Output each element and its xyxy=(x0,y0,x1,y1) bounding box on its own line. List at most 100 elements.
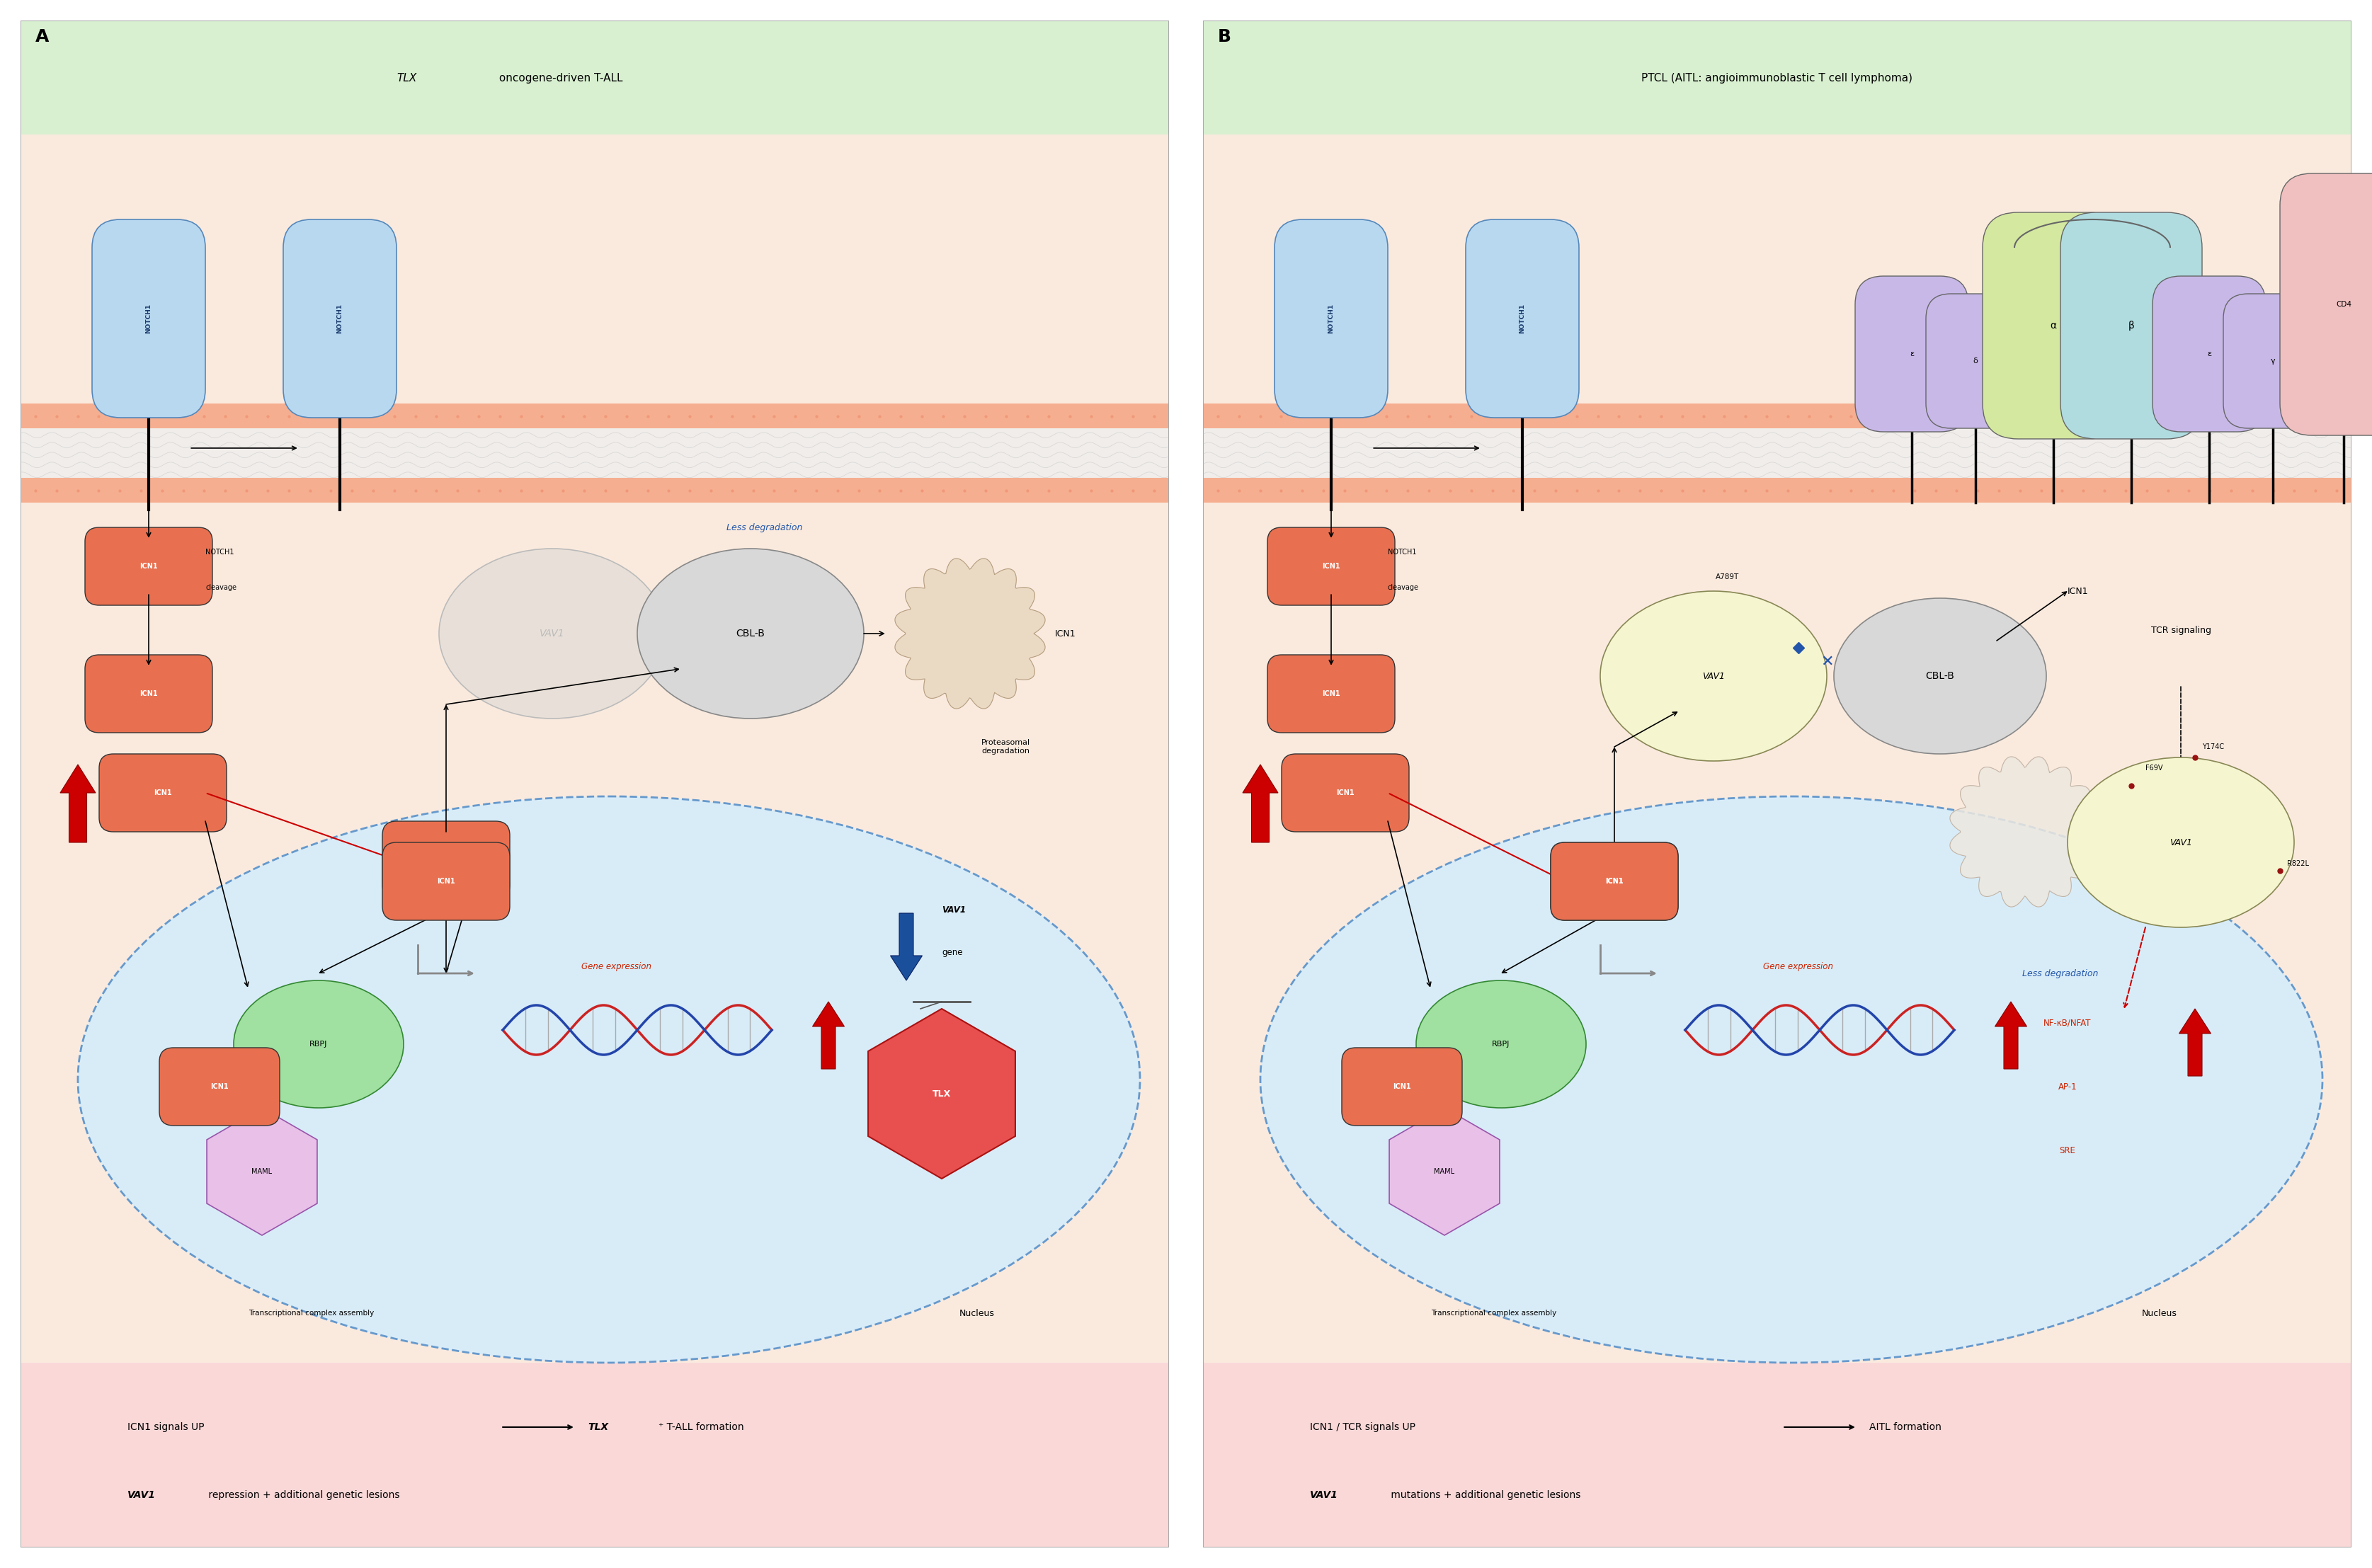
Bar xyxy=(1203,428,2351,478)
Text: R822L: R822L xyxy=(2287,861,2308,867)
Text: PTCL (AITL: angioimmunoblastic T cell lymphoma): PTCL (AITL: angioimmunoblastic T cell ly… xyxy=(1641,72,1912,83)
FancyBboxPatch shape xyxy=(382,842,510,920)
Text: δ: δ xyxy=(1974,358,1978,365)
Bar xyxy=(1203,135,2351,1363)
FancyArrowPatch shape xyxy=(2123,927,2144,1007)
FancyArrowPatch shape xyxy=(1501,909,1615,972)
Text: NOTCH1: NOTCH1 xyxy=(1388,549,1416,555)
Polygon shape xyxy=(894,558,1046,709)
FancyBboxPatch shape xyxy=(1281,754,1409,831)
Text: Less degradation: Less degradation xyxy=(2023,969,2099,978)
Text: ICN1: ICN1 xyxy=(436,878,455,884)
Text: Gene expression: Gene expression xyxy=(1762,961,1834,971)
Text: γ: γ xyxy=(2270,358,2275,365)
FancyBboxPatch shape xyxy=(2061,212,2201,439)
FancyBboxPatch shape xyxy=(1267,527,1395,605)
Text: ICN1: ICN1 xyxy=(154,789,171,797)
FancyBboxPatch shape xyxy=(85,527,213,605)
Text: Proteasomal
degradation: Proteasomal degradation xyxy=(982,739,1029,754)
FancyArrowPatch shape xyxy=(1601,972,1656,975)
Ellipse shape xyxy=(235,980,403,1109)
Ellipse shape xyxy=(439,549,667,718)
Text: gene: gene xyxy=(942,947,963,956)
Text: RBPJ: RBPJ xyxy=(311,1041,327,1047)
Text: α: α xyxy=(2049,321,2057,331)
Text: CBL-B: CBL-B xyxy=(735,629,766,638)
FancyArrowPatch shape xyxy=(863,632,885,635)
Text: Transcriptional complex assembly: Transcriptional complex assembly xyxy=(249,1309,375,1317)
Text: β: β xyxy=(2128,321,2135,331)
FancyArrowPatch shape xyxy=(1997,591,2066,641)
Text: Gene expression: Gene expression xyxy=(581,961,650,971)
FancyArrowPatch shape xyxy=(192,447,296,450)
FancyBboxPatch shape xyxy=(1855,276,1969,431)
Text: ICN1: ICN1 xyxy=(1392,1083,1411,1090)
Bar xyxy=(21,478,1169,503)
Text: ⁺ T-ALL formation: ⁺ T-ALL formation xyxy=(659,1422,745,1432)
Text: NOTCH1: NOTCH1 xyxy=(1328,304,1335,334)
Bar xyxy=(1203,478,2351,503)
Bar xyxy=(21,1363,1169,1546)
Text: MAML: MAML xyxy=(251,1168,273,1174)
Text: AITL formation: AITL formation xyxy=(1869,1422,1940,1432)
Text: CBL-B: CBL-B xyxy=(1926,671,1955,681)
Polygon shape xyxy=(2180,1008,2211,1076)
Text: TCR signaling: TCR signaling xyxy=(2151,626,2211,635)
Text: mutations + additional genetic lesions: mutations + additional genetic lesions xyxy=(1388,1490,1580,1501)
Text: Nucleus: Nucleus xyxy=(2142,1309,2177,1317)
Ellipse shape xyxy=(638,549,863,718)
FancyArrowPatch shape xyxy=(1373,447,1478,450)
Text: RBPJ: RBPJ xyxy=(1492,1041,1511,1047)
FancyBboxPatch shape xyxy=(2279,174,2372,436)
Text: Y174C: Y174C xyxy=(2201,743,2225,751)
Text: F69V: F69V xyxy=(2144,765,2163,771)
Bar xyxy=(21,22,1169,1546)
Bar xyxy=(1203,22,2351,135)
Polygon shape xyxy=(1950,757,2099,906)
Text: VAV1: VAV1 xyxy=(128,1490,157,1501)
FancyArrowPatch shape xyxy=(1613,855,1615,909)
Text: ICN1: ICN1 xyxy=(1321,563,1340,569)
Text: ICN1: ICN1 xyxy=(1606,878,1622,884)
Text: NOTCH1: NOTCH1 xyxy=(337,304,344,334)
FancyBboxPatch shape xyxy=(1466,220,1580,417)
Text: ε: ε xyxy=(2206,350,2211,358)
Text: TLX: TLX xyxy=(588,1422,607,1432)
FancyArrowPatch shape xyxy=(446,668,678,704)
Text: ICN1: ICN1 xyxy=(1606,878,1622,884)
Polygon shape xyxy=(59,765,95,842)
Text: ✕: ✕ xyxy=(1819,655,1834,670)
Bar xyxy=(1203,22,2351,1546)
Ellipse shape xyxy=(1260,797,2322,1363)
Text: VAV1: VAV1 xyxy=(942,905,965,914)
Text: ICN1: ICN1 xyxy=(1321,690,1340,698)
Text: repression + additional genetic lesions: repression + additional genetic lesions xyxy=(206,1490,401,1501)
FancyArrowPatch shape xyxy=(417,972,472,975)
Text: ICN1: ICN1 xyxy=(2068,586,2087,596)
FancyBboxPatch shape xyxy=(2223,293,2322,428)
Text: cleavage: cleavage xyxy=(1388,583,1418,591)
Text: B: B xyxy=(1217,28,1231,45)
Text: MAML: MAML xyxy=(1435,1168,1454,1174)
FancyBboxPatch shape xyxy=(1343,1047,1461,1126)
Text: NOTCH1: NOTCH1 xyxy=(1518,304,1525,334)
FancyArrowPatch shape xyxy=(1328,594,1333,665)
FancyBboxPatch shape xyxy=(1267,655,1395,732)
Text: Less degradation: Less degradation xyxy=(726,522,802,532)
Text: ICN1: ICN1 xyxy=(1335,789,1354,797)
Text: oncogene-driven T-ALL: oncogene-driven T-ALL xyxy=(496,72,624,83)
Ellipse shape xyxy=(1601,591,1826,760)
FancyArrowPatch shape xyxy=(147,503,152,536)
Text: VAV1: VAV1 xyxy=(1703,671,1724,681)
Polygon shape xyxy=(1995,1002,2026,1069)
Bar xyxy=(21,403,1169,428)
Text: Nucleus: Nucleus xyxy=(958,1309,994,1317)
Ellipse shape xyxy=(1834,597,2047,754)
Text: ICN1: ICN1 xyxy=(140,563,159,569)
Polygon shape xyxy=(1243,765,1279,842)
Bar xyxy=(21,428,1169,478)
Text: ICN1 / TCR signals UP: ICN1 / TCR signals UP xyxy=(1309,1422,1416,1432)
Ellipse shape xyxy=(1416,980,1587,1109)
FancyArrowPatch shape xyxy=(444,706,448,831)
Text: NOTCH1: NOTCH1 xyxy=(206,549,235,555)
